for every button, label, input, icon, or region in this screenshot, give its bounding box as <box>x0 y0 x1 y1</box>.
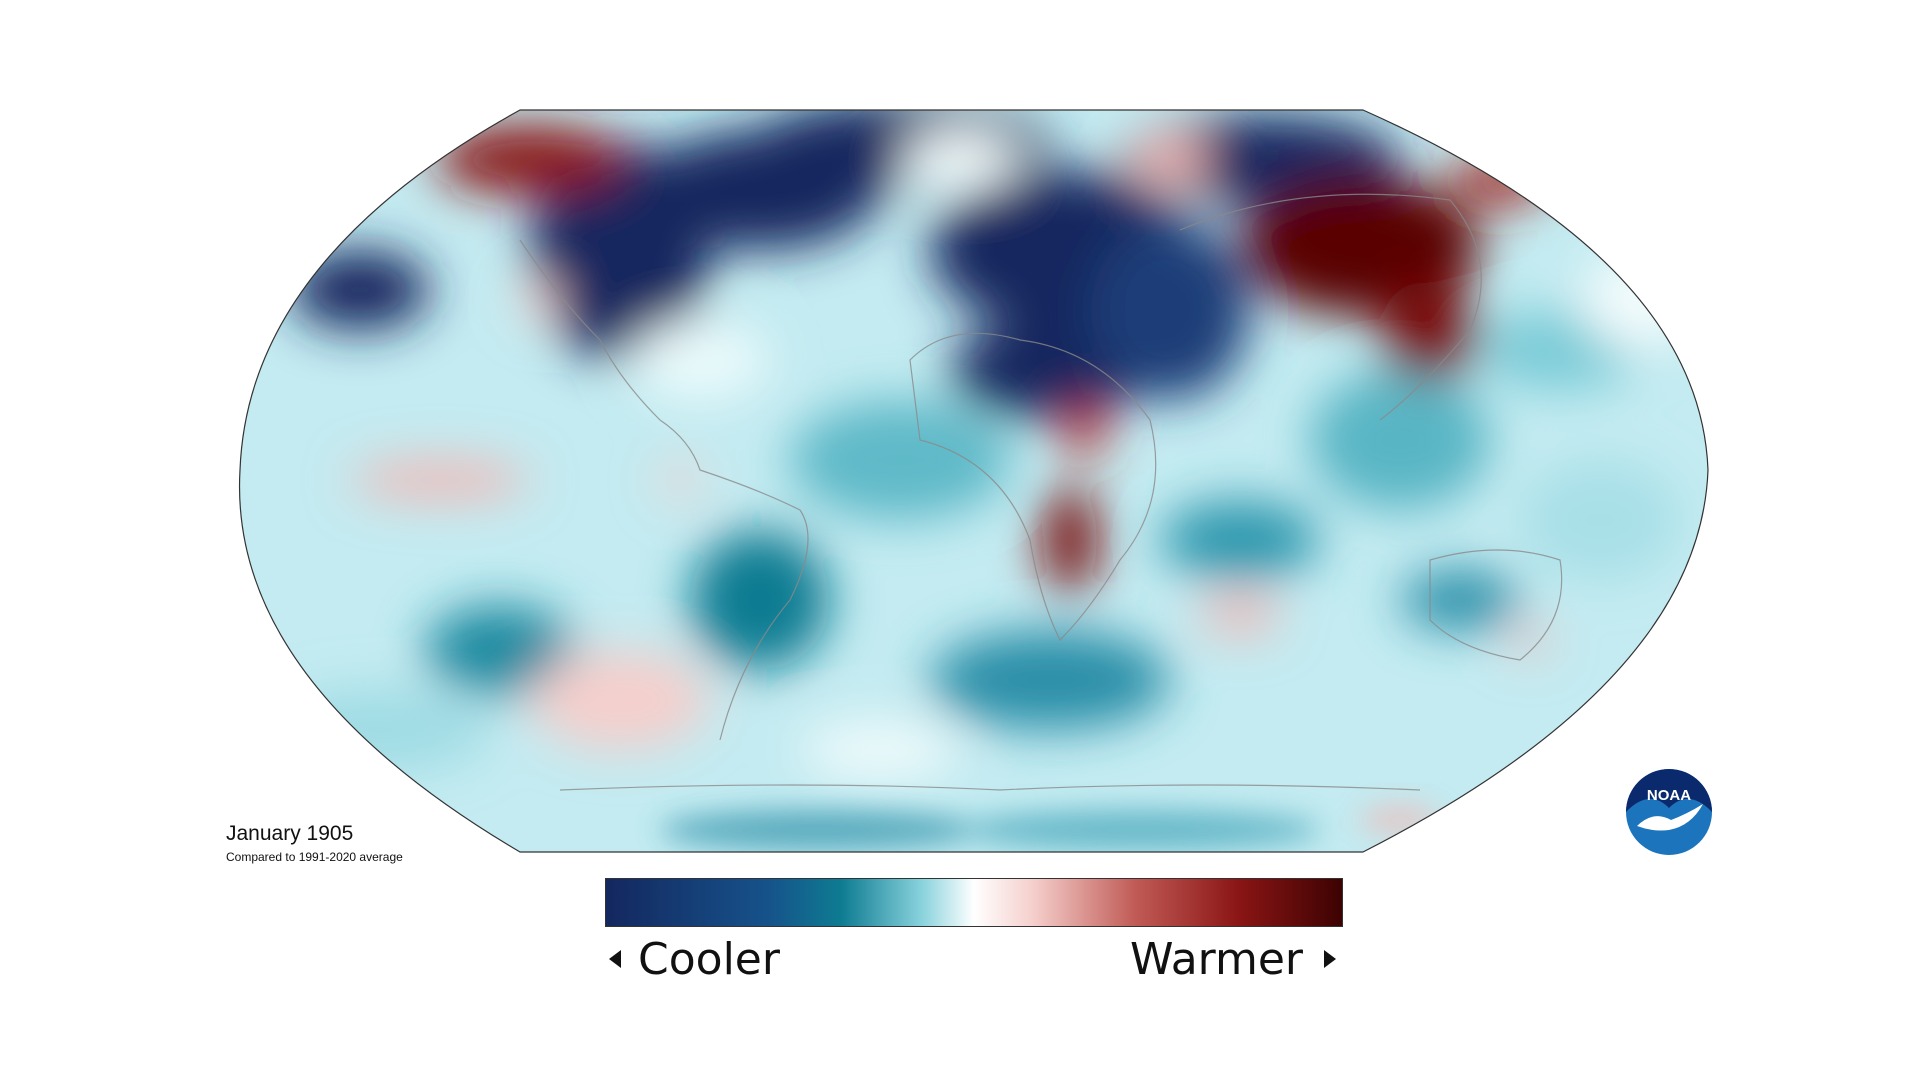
color-scale-bar <box>605 878 1343 927</box>
globe-outline <box>238 109 1709 853</box>
legend-warmer-label: Warmer <box>1130 934 1303 985</box>
arrow-right-icon <box>1324 950 1336 968</box>
map-subtitle: Compared to 1991-2020 average <box>226 850 403 864</box>
noaa-logo: NOAA <box>1626 769 1712 855</box>
legend-cooler-label: Cooler <box>638 934 780 985</box>
arrow-left-icon <box>609 950 621 968</box>
map-title: January 1905 <box>226 822 354 845</box>
coastlines <box>519 193 1563 791</box>
anomaly-field <box>239 110 1708 852</box>
noaa-logo-text: NOAA <box>1647 787 1691 804</box>
